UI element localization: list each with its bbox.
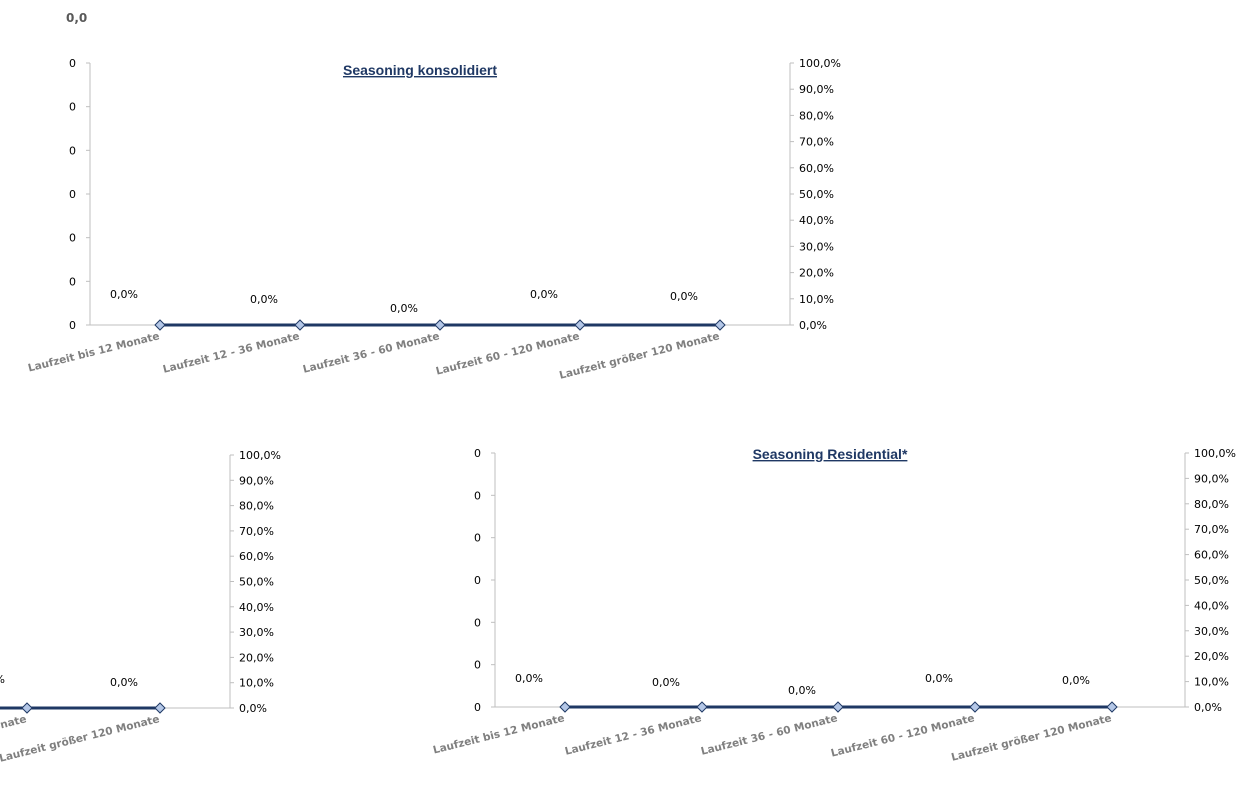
right-axis-tick-label: 50,0% bbox=[1194, 574, 1229, 587]
right-axis-tick-label: 80,0% bbox=[799, 109, 834, 122]
left-axis-tick-label: 0 bbox=[474, 616, 481, 629]
left-axis-tick-label: 0 bbox=[474, 532, 481, 545]
right-axis-tick-label: 70,0% bbox=[1194, 523, 1229, 536]
right-axis-tick-label: 70,0% bbox=[799, 136, 834, 149]
chart-title: Seasoning konsolidiert bbox=[343, 62, 497, 78]
right-axis-tick-label: 50,0% bbox=[239, 576, 274, 589]
data-label: 0,0% bbox=[925, 672, 953, 685]
right-axis-tick-label: 100,0% bbox=[1194, 447, 1236, 460]
left-axis-tick-label: 0 bbox=[69, 101, 76, 114]
chart-2: 0,0% 10,0% 20,0% 30,0% 40,0% 50,0% 60,0% 70,0% 8… bbox=[0, 449, 281, 765]
left-axis-tick-label: 0 bbox=[474, 574, 481, 587]
right-axis-tick-label: 20,0% bbox=[1194, 650, 1229, 663]
right-axis-tick-label: 90,0% bbox=[1194, 472, 1229, 485]
data-label: 0,0% bbox=[250, 293, 278, 306]
data-point-marker bbox=[294, 319, 306, 331]
left-axis-tick-label: 0 bbox=[474, 447, 481, 460]
data-point-marker bbox=[832, 701, 844, 713]
left-axis-tick-label: 0 bbox=[69, 57, 76, 70]
category-label: Laufzeit bis 12 Monate bbox=[27, 330, 161, 374]
right-axis-tick-label: 20,0% bbox=[239, 651, 274, 664]
right-axis-tick-label: 30,0% bbox=[239, 626, 274, 639]
data-label: 0,0% bbox=[110, 676, 138, 689]
left-axis-tick-label: 0 bbox=[69, 232, 76, 245]
category-label: Monate bbox=[0, 713, 28, 735]
right-axis-tick-label: 40,0% bbox=[799, 214, 834, 227]
chart-title: Seasoning Residential* bbox=[753, 446, 908, 462]
category-label: Laufzeit 36 - 60 Monate bbox=[700, 712, 839, 758]
data-label: 0,0% bbox=[670, 290, 698, 303]
left-axis-tick-label: 0 bbox=[474, 659, 481, 672]
right-axis-tick-label: 0,0% bbox=[1194, 701, 1222, 714]
right-axis-tick-label: 70,0% bbox=[239, 525, 274, 538]
right-axis-tick-label: 40,0% bbox=[1194, 599, 1229, 612]
data-label: 0,0% bbox=[652, 676, 680, 689]
data-point-marker bbox=[696, 701, 708, 713]
right-axis-tick-label: 40,0% bbox=[239, 601, 274, 614]
data-point-marker bbox=[154, 702, 166, 714]
data-point-marker bbox=[1106, 701, 1118, 713]
right-axis-tick-label: 30,0% bbox=[1194, 625, 1229, 638]
data-label: 0,0% bbox=[788, 684, 816, 697]
right-axis-tick-label: 60,0% bbox=[799, 162, 834, 175]
left-axis-tick-label: 0 bbox=[69, 319, 76, 332]
category-label: Laufzeit bis 12 Monate bbox=[432, 712, 566, 756]
data-point-marker bbox=[969, 701, 981, 713]
right-axis-tick-label: 30,0% bbox=[799, 240, 834, 253]
category-label: Laufzeit 12 - 36 Monate bbox=[564, 712, 703, 758]
corner-value-label: 0,0 bbox=[66, 11, 88, 25]
left-axis-tick-label: 0 bbox=[474, 701, 481, 714]
right-axis-tick-label: 80,0% bbox=[239, 500, 274, 513]
right-axis-tick-label: 60,0% bbox=[239, 550, 274, 563]
left-axis-tick-label: 0 bbox=[69, 144, 76, 157]
left-axis-tick-label: 0 bbox=[69, 188, 76, 201]
left-axis-tick-label: 0 bbox=[474, 489, 481, 502]
right-axis-tick-label: 90,0% bbox=[239, 474, 274, 487]
right-axis-tick-label: 80,0% bbox=[1194, 498, 1229, 511]
right-axis-tick-label: 100,0% bbox=[799, 57, 841, 70]
chart-1: 0 0 0 0 0 0 0 0,0% 10,0% 20,0% 30,0% 40,0% 50,0% 60,0… bbox=[27, 57, 841, 382]
category-label: Laufzeit 12 - 36 Monate bbox=[162, 330, 301, 376]
category-label: Laufzeit größer 120 Monate bbox=[558, 330, 721, 381]
data-point-marker bbox=[434, 319, 446, 331]
chart-3: 0 0 0 0 0 0 0 0,0% 10,0% 20,0% 30,0% 40,0% 50,0% 60,0… bbox=[432, 446, 1236, 764]
data-point-marker bbox=[574, 319, 586, 331]
left-axis-tick-label: 0 bbox=[69, 275, 76, 288]
data-label: 0,0% bbox=[0, 673, 5, 686]
right-axis-tick-label: 10,0% bbox=[799, 293, 834, 306]
right-axis-tick-label: 90,0% bbox=[799, 83, 834, 96]
data-point-marker bbox=[21, 702, 33, 714]
data-point-marker bbox=[559, 701, 571, 713]
data-label: 0,0% bbox=[110, 288, 138, 301]
data-label: 0,0% bbox=[1062, 674, 1090, 687]
right-axis-tick-label: 20,0% bbox=[799, 267, 834, 280]
right-axis-tick-label: 0,0% bbox=[799, 319, 827, 332]
data-label: 0,0% bbox=[390, 302, 418, 315]
data-label: 0,0% bbox=[515, 672, 543, 685]
right-axis-tick-label: 60,0% bbox=[1194, 549, 1229, 562]
right-axis-tick-label: 50,0% bbox=[799, 188, 834, 201]
category-label: Laufzeit 36 - 60 Monate bbox=[302, 330, 441, 376]
right-axis-tick-label: 10,0% bbox=[239, 677, 274, 690]
right-axis-tick-label: 100,0% bbox=[239, 449, 281, 462]
data-label: 0,0% bbox=[530, 288, 558, 301]
right-axis-tick-label: 10,0% bbox=[1194, 676, 1229, 689]
data-point-marker bbox=[154, 319, 166, 331]
data-point-marker bbox=[714, 319, 726, 331]
right-axis-tick-label: 0,0% bbox=[239, 702, 267, 715]
